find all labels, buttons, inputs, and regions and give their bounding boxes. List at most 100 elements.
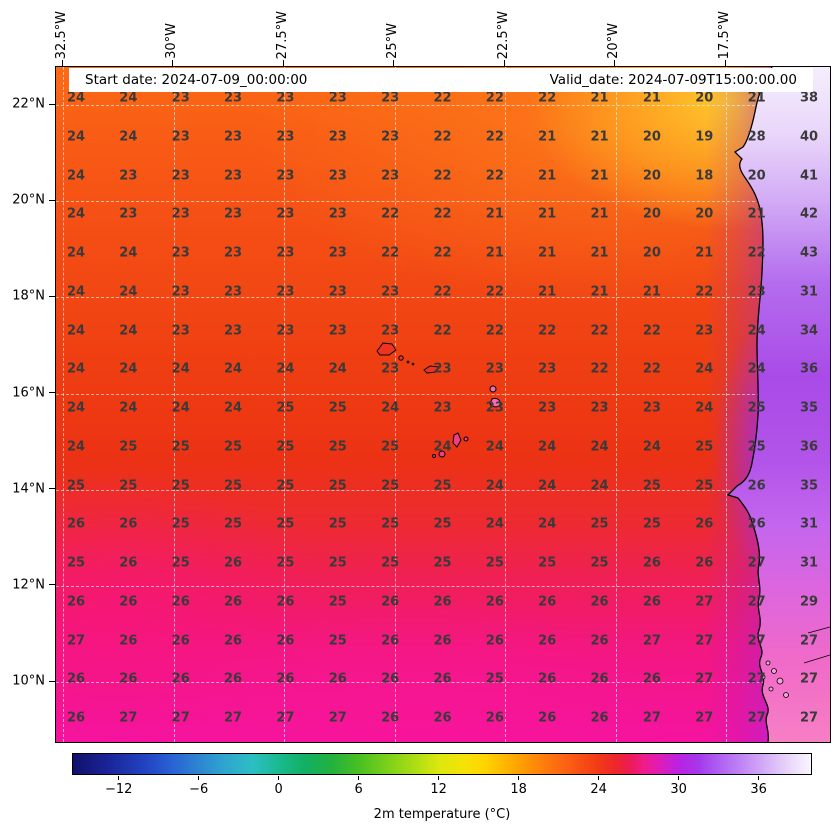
temperature-value: 23	[276, 168, 295, 183]
temperature-value: 23	[433, 400, 452, 416]
temperature-value: 25	[695, 439, 714, 455]
temperature-values-layer: 24 24 23 23 23 23 23 22 22 22 21 21 20 21 38 24 24 23 23 23…	[56, 67, 830, 742]
temperature-value: 23	[224, 323, 243, 338]
temperature-value: 21	[538, 129, 557, 145]
temperature-value: 24	[66, 206, 86, 222]
temperature-value: 21	[642, 284, 661, 300]
temperature-value: 23	[328, 245, 347, 261]
y-tick-label: 20°N	[12, 192, 45, 208]
temperature-value: 22	[485, 284, 504, 300]
temperature-value: 24	[328, 361, 347, 377]
temperature-value: 22	[433, 284, 452, 300]
temperature-value: 25	[276, 516, 295, 532]
temperature-value: 23	[485, 361, 504, 377]
temperature-value: 23	[381, 323, 400, 338]
temperature-value: 26	[224, 555, 243, 571]
colorbar-tick-mark	[758, 776, 760, 780]
temperature-value: 25	[695, 478, 714, 493]
temperature-value: 25	[381, 555, 400, 571]
temperature-value: 21	[590, 129, 609, 145]
temperature-value: 23	[328, 129, 347, 145]
temperature-value: 23	[590, 400, 609, 416]
temperature-value: 27	[695, 710, 714, 726]
gridline-horizontal	[56, 489, 830, 491]
temperature-value: 26	[224, 594, 243, 610]
temperature-value: 25	[590, 555, 609, 571]
temperature-value: 22	[433, 90, 452, 106]
temperature-value: 23	[381, 168, 400, 183]
temperature-value: 23	[538, 400, 557, 416]
gridline-vertical	[284, 67, 285, 742]
temperature-value: 20	[695, 206, 714, 222]
x-tick-label: 20°W	[606, 23, 621, 59]
temperature-value: 21	[485, 206, 504, 222]
temperature-value: 26	[171, 671, 190, 687]
temperature-value: 22	[433, 206, 452, 222]
temperature-value: 27	[747, 633, 766, 648]
temperature-value: 21	[538, 284, 557, 300]
colorbar-tick-area: −12 −6 0 6 12 18 24 30 36	[0, 775, 837, 805]
temperature-value: 24	[747, 323, 766, 338]
latitude-axis: 22°N 20°N 18°N 16°N 14°N 12°N 10°N	[0, 66, 55, 741]
temperature-value: 22	[590, 323, 609, 338]
temperature-value: 26	[328, 671, 347, 687]
cape-verde-islands	[376, 342, 501, 458]
temperature-value: 27	[747, 594, 766, 610]
temperature-value: 34	[799, 323, 819, 338]
temperature-value: 23	[224, 284, 243, 300]
temperature-value: 22	[381, 206, 400, 222]
temperature-value: 21	[538, 245, 557, 261]
gridline-horizontal	[56, 105, 830, 106]
temperature-value: 22	[433, 245, 452, 261]
temperature-value: 25	[224, 516, 243, 532]
gridline-horizontal	[56, 585, 830, 587]
temperature-value: 27	[328, 710, 347, 726]
temperature-value: 26	[119, 633, 138, 648]
temperature-value: 26	[485, 633, 504, 648]
temperature-value: 26	[171, 594, 190, 610]
temperature-value: 41	[799, 168, 819, 183]
temperature-value: 22	[642, 361, 661, 377]
temperature-value: 25	[590, 516, 609, 532]
temperature-value: 22	[485, 323, 504, 338]
temperature-value: 24	[66, 245, 86, 261]
temperature-value: 26	[747, 478, 766, 493]
temperature-value: 27	[747, 671, 766, 687]
temperature-value: 40	[799, 129, 819, 145]
y-tick-mark	[49, 295, 55, 297]
temperature-value: 24	[119, 361, 138, 377]
temperature-value: 31	[799, 516, 819, 532]
temperature-value: 22	[485, 168, 504, 183]
temperature-value: 21	[485, 245, 504, 261]
y-tick-label: 18°N	[12, 288, 45, 304]
temperature-value: 24	[66, 129, 86, 145]
temperature-value: 27	[799, 710, 819, 726]
temperature-value: 25	[642, 478, 661, 493]
temperature-value: 24	[66, 439, 86, 455]
temperature-value: 23	[381, 361, 400, 377]
colorbar-label: 2m temperature (°C)	[373, 807, 511, 822]
temperature-value: 24	[119, 90, 138, 106]
temperature-value: 25	[328, 516, 347, 532]
temperature-value: 28	[747, 129, 766, 145]
gridline-vertical	[615, 67, 617, 742]
temperature-value: 26	[276, 671, 295, 687]
temperature-value: 23	[276, 323, 295, 338]
y-tick-label: 16°N	[12, 385, 45, 400]
temperature-value: 23	[171, 129, 190, 145]
temperature-value: 27	[695, 633, 714, 648]
temperature-value: 26	[642, 555, 661, 571]
temperature-value: 24	[485, 516, 504, 532]
temperature-value: 26	[119, 516, 138, 532]
temperature-value: 25	[276, 439, 295, 455]
temperature-value: 25	[538, 555, 557, 571]
temperature-value: 24	[66, 90, 86, 106]
gridline-horizontal	[56, 201, 830, 203]
temperature-value: 23	[276, 284, 295, 300]
temperature-value: 25	[485, 671, 504, 687]
temperature-value: 24	[538, 516, 557, 532]
colorbar-tick-mark	[198, 776, 200, 780]
temperature-value: 22	[538, 323, 557, 338]
temperature-value: 24	[538, 478, 557, 493]
